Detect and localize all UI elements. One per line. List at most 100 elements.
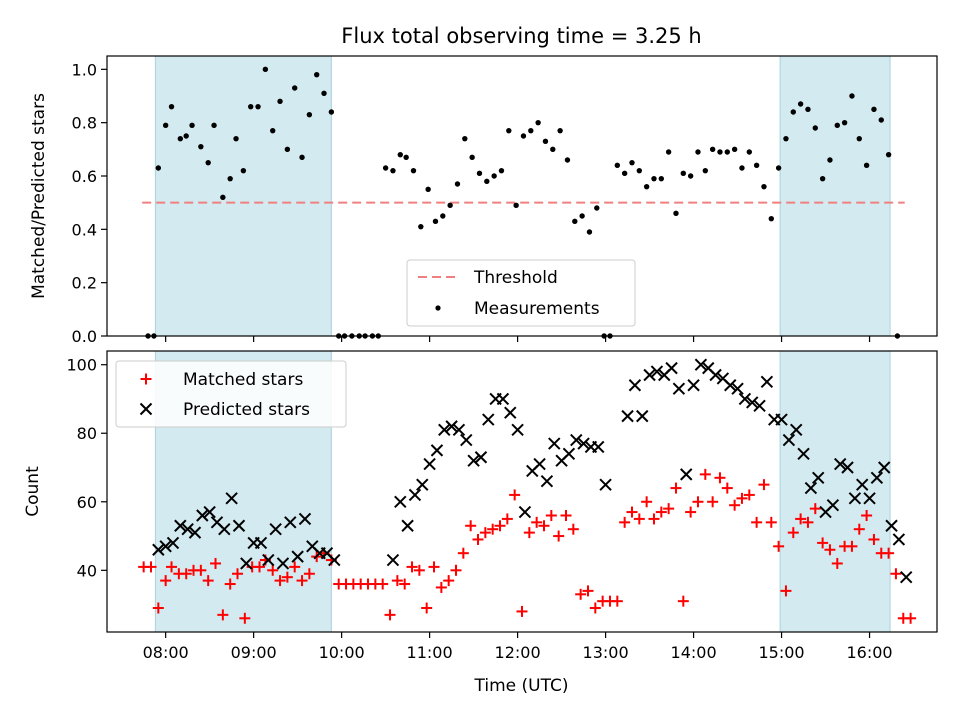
predicted-star-point xyxy=(269,522,282,536)
predicted-star-point xyxy=(174,519,187,532)
measurement-point xyxy=(658,175,665,182)
legend-matched-swatch xyxy=(140,373,152,385)
measurement-point xyxy=(621,170,628,177)
measurement-point xyxy=(651,175,657,182)
measurement-point xyxy=(255,103,261,110)
marker-stroke xyxy=(570,433,583,447)
y-tick-label: 40 xyxy=(77,561,97,580)
predicted-star-point xyxy=(232,519,246,532)
measurement-point xyxy=(797,101,804,107)
measurement-point xyxy=(579,213,585,219)
predicted-star-point xyxy=(878,461,891,474)
matched-star-point xyxy=(641,496,653,508)
measurement-point xyxy=(731,146,738,153)
matched-star-point xyxy=(166,561,178,573)
matched-star-point xyxy=(751,516,763,528)
marker-stroke xyxy=(139,402,153,416)
matched-star-point xyxy=(267,564,279,576)
marker-stroke xyxy=(174,519,187,532)
measurement-point xyxy=(397,151,403,158)
marker-stroke xyxy=(562,447,576,461)
matched-star-point xyxy=(567,523,579,535)
marker-stroke xyxy=(826,499,840,512)
legend-measurements-label: Measurements xyxy=(474,299,600,319)
predicted-star-point xyxy=(328,553,341,567)
measurement-point xyxy=(469,154,475,161)
measurement-point xyxy=(878,117,884,123)
matched-star-point xyxy=(180,568,192,580)
matched-star-point xyxy=(545,509,557,521)
predicted-star-point xyxy=(540,475,554,488)
matched-star-point xyxy=(758,479,770,491)
marker-stroke xyxy=(812,471,825,484)
y-tick-label: 80 xyxy=(77,424,97,443)
marker-stroke xyxy=(848,492,862,505)
predicted-star-point xyxy=(386,553,400,567)
predicted-star-point xyxy=(885,519,898,532)
marker-stroke xyxy=(240,557,253,570)
marker-stroke xyxy=(320,546,334,560)
predicted-star-point xyxy=(262,553,275,567)
marker-stroke xyxy=(394,495,407,508)
measurement-point xyxy=(827,157,833,163)
measurement-point xyxy=(687,173,694,179)
marker-stroke xyxy=(262,553,275,567)
y-tick-label: 0.8 xyxy=(72,114,97,133)
measurement-point xyxy=(198,143,204,150)
predicted-star-point xyxy=(482,413,495,426)
matched-star-point xyxy=(450,564,462,576)
shaded-interval xyxy=(154,55,332,337)
measurement-point xyxy=(183,133,189,139)
matched-star-point xyxy=(254,561,266,573)
predicted-star-point xyxy=(408,488,422,502)
predicted-star-point xyxy=(533,457,546,471)
predicted-star-point xyxy=(790,423,803,437)
marker-stroke xyxy=(731,382,744,395)
predicted-star-point xyxy=(152,543,165,556)
measurement-point xyxy=(292,85,298,91)
predicted-star-point xyxy=(452,423,466,437)
marker-stroke xyxy=(621,409,634,423)
marker-stroke xyxy=(467,454,480,467)
matched-star-point xyxy=(582,585,594,597)
predicted-star-point xyxy=(511,423,524,437)
marker-stroke xyxy=(254,536,268,550)
measurement-point xyxy=(643,183,650,190)
marker-stroke xyxy=(408,488,422,502)
matched-star-point xyxy=(831,557,843,569)
marker-stroke xyxy=(460,433,473,447)
marker-stroke xyxy=(540,475,554,488)
measurement-point xyxy=(270,127,276,134)
marker-stroke xyxy=(738,392,752,406)
measurement-point xyxy=(629,159,635,166)
measurement-point xyxy=(695,149,701,155)
measurement-point xyxy=(498,167,505,174)
matched-star-point xyxy=(195,564,207,576)
measurement-point xyxy=(673,210,679,217)
marker-stroke xyxy=(628,379,642,392)
measurement-point xyxy=(462,135,468,142)
measurement-point xyxy=(205,159,211,166)
measurement-point xyxy=(709,146,716,153)
measurement-point xyxy=(557,127,563,134)
predicted-star-point xyxy=(298,512,312,526)
matched-star-point xyxy=(224,578,236,590)
predicted-star-point xyxy=(504,406,517,419)
marker-stroke xyxy=(423,457,436,471)
matched-star-point xyxy=(479,527,491,539)
marker-stroke xyxy=(416,478,429,491)
chart-title: Flux total observing time = 3.25 h xyxy=(341,24,701,48)
matched-star-point xyxy=(655,506,667,518)
matched-star-point xyxy=(802,516,814,528)
top-panel: 0.0 0.2 0.4 0.6 0.8 1.0 Matched/Predicted sta… xyxy=(29,55,938,346)
marker-stroke xyxy=(804,481,818,495)
predicted-star-point xyxy=(687,379,700,392)
matched-star-point xyxy=(589,602,601,614)
matched-star-point xyxy=(714,472,726,484)
measurement-point xyxy=(542,138,549,145)
measurement-point xyxy=(856,135,862,142)
marker-stroke xyxy=(210,516,224,529)
matched-star-point xyxy=(575,588,587,600)
matched-stars-points xyxy=(138,468,917,624)
matched-star-point xyxy=(465,520,477,532)
